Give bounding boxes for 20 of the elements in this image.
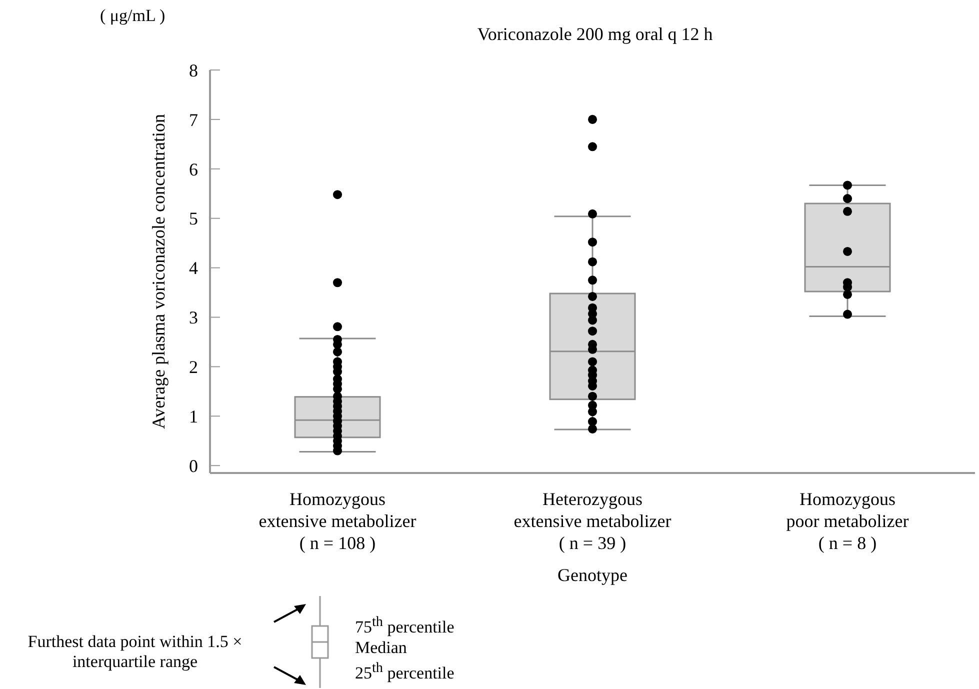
chart-title: Voriconazole 200 mg oral q 12 h bbox=[476, 24, 714, 45]
text: Furthest data point within 1.5 × interquartile range bbox=[26, 632, 244, 672]
y-tick-label: 0 bbox=[189, 456, 198, 476]
y-tick-label: 6 bbox=[189, 159, 198, 180]
text: 25$^{th}$ percentile bbox=[355, 658, 454, 684]
y-tick-label: 2 bbox=[189, 357, 198, 378]
y-tick-label: 5 bbox=[189, 208, 198, 229]
y-tick-label: 3 bbox=[189, 308, 198, 328]
text: 75$^{th}$ percentile bbox=[355, 613, 454, 638]
x-axis-title: Genotype bbox=[558, 565, 628, 585]
x-tick-label: Homozygous poor metabolizer ( n = 8 ) bbox=[786, 489, 909, 553]
text: ( μg/mL ) bbox=[100, 6, 166, 26]
y-axis-title: Average plasma voriconazole concentration bbox=[148, 114, 168, 430]
x-tick-label: Homozygous extensive metabolizer ( n = 108 ) bbox=[258, 489, 416, 553]
text: Median bbox=[355, 638, 408, 658]
y-tick-label: 4 bbox=[189, 258, 198, 278]
y-tick-label: 8 bbox=[189, 60, 198, 80]
y-tick-label: 7 bbox=[189, 110, 198, 130]
y-tick-label: 1 bbox=[189, 406, 198, 427]
x-tick-label: Heterozygous extensive metabolizer ( n = 39 ) bbox=[514, 489, 672, 553]
